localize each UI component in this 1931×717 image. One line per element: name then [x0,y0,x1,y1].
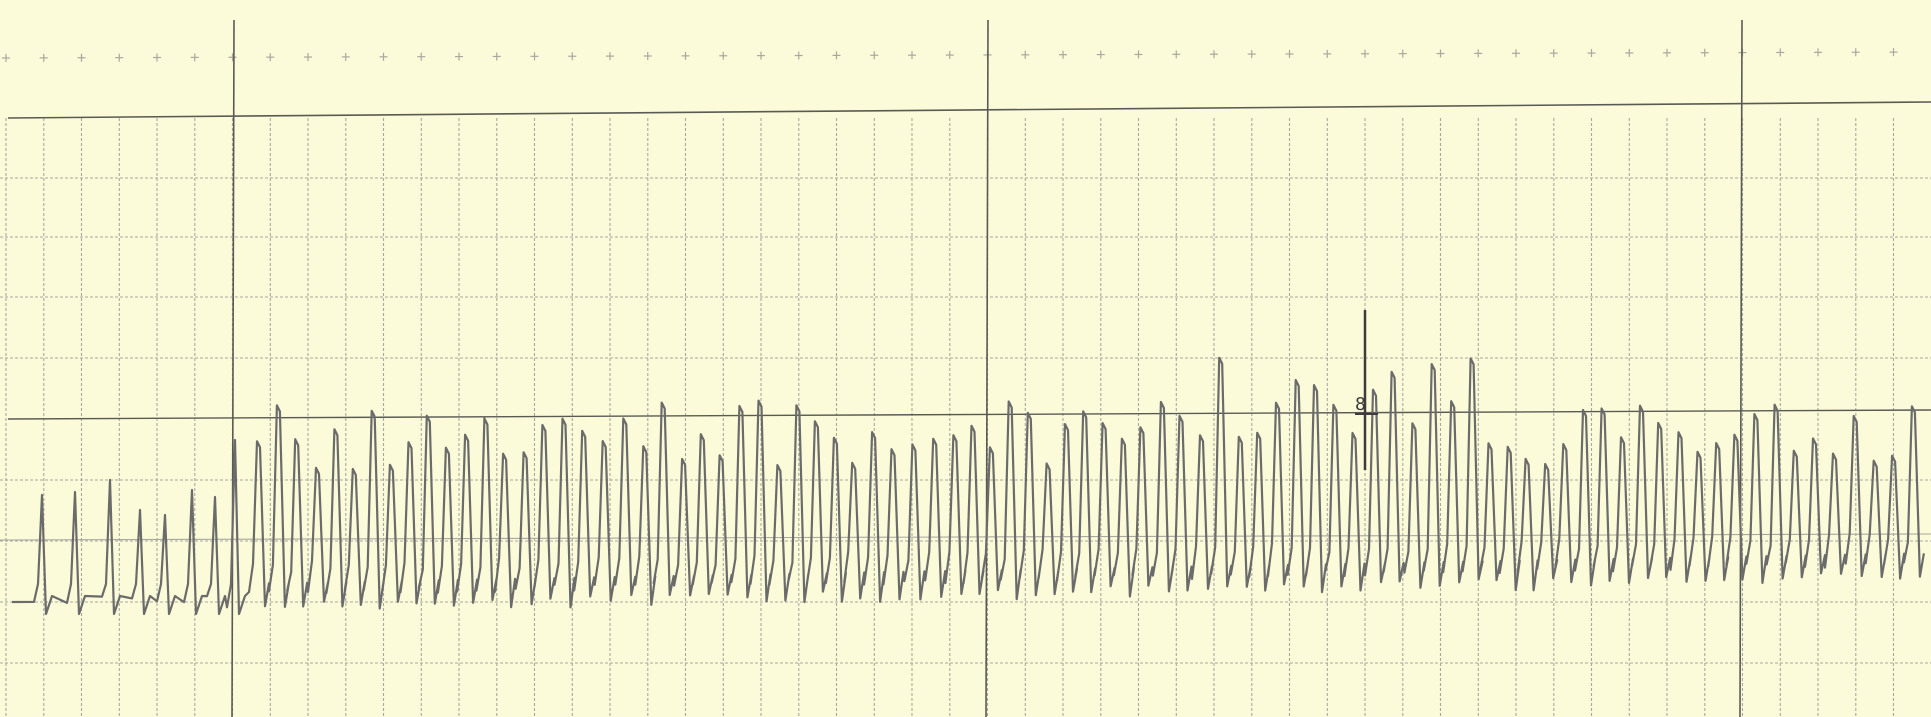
timing-tick [190,53,199,62]
event-marker: 8 [1355,310,1378,470]
timing-tick [1172,50,1181,59]
timing-tick [153,53,161,62]
timing-tick [39,53,48,62]
timing-tick [455,52,463,61]
timing-tick [341,52,350,61]
timing-tick [530,52,539,61]
major-line-baseline [7,409,1931,420]
timing-tick [568,52,577,61]
timing-tick [228,53,237,62]
timing-tick [1210,50,1218,59]
timing-tick [1474,49,1483,58]
timing-tick [794,51,803,60]
timing-tick [1398,49,1407,58]
timing-tick [417,52,426,61]
timing-tick [719,51,728,60]
timing-tick [1285,49,1294,58]
timing-tick [1323,49,1332,58]
timing-tick [1361,49,1369,58]
timing-tick [1512,49,1520,58]
timing-tick [1247,50,1256,59]
timing-tick [1889,48,1898,57]
timing-tick [908,51,916,60]
timing-tick [115,53,124,62]
major-line-second-marker [985,19,989,717]
timing-tick [1436,49,1445,58]
timing-tick [606,52,614,61]
timing-tick [379,52,388,61]
timing-tick [77,53,86,62]
timing-tick [1059,50,1067,59]
timing-tick [1134,50,1143,59]
timing-tick [757,51,765,60]
timing-tick [681,51,690,60]
major-line-second-marker [231,19,235,717]
timing-tick [945,51,954,60]
ecg-waveform [11,356,1925,616]
timing-tick [1549,49,1558,58]
major-line-second-marker [1739,19,1743,717]
timing-tick [1625,48,1634,57]
event-marker-label: 8 [1355,394,1366,415]
timing-tick [1814,48,1822,57]
timing-tick [1776,48,1785,57]
ecg-top-timing-ticks [2,48,1898,62]
timing-tick [1021,50,1030,59]
timing-tick [2,53,10,62]
timing-tick [870,51,879,60]
timing-tick [266,53,275,62]
timing-tick [1663,48,1671,57]
timing-tick [304,53,312,62]
timing-tick [643,51,652,60]
timing-tick [1700,48,1709,57]
timing-tick [1096,50,1105,59]
timing-tick [1851,48,1860,57]
major-line-top [7,101,1931,119]
timing-tick [832,51,841,60]
timing-tick [492,52,501,61]
timing-tick [1587,49,1596,58]
